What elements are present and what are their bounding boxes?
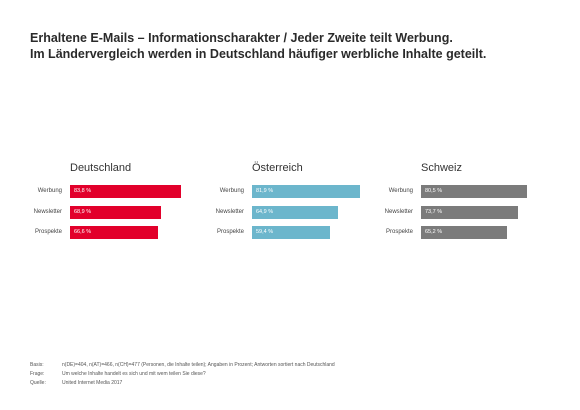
row-label-werbung: Werbung	[219, 188, 244, 194]
row-label-newsletter: Newsletter	[33, 209, 62, 215]
panel-title: Österreich	[252, 162, 303, 174]
bar-prospekte: 66,6 %	[70, 226, 158, 239]
bar-value-label: 83,8 %	[74, 188, 92, 194]
footer-frage-label: Frage:	[30, 371, 45, 377]
bar-value-label: 66,6 %	[74, 229, 92, 235]
bar-value-label: 68,9 %	[74, 209, 92, 215]
bar-prospekte: 59,4 %	[252, 226, 331, 239]
row-label-prospekte: Prospekte	[216, 229, 244, 235]
bar-prospekte: 65,2 %	[421, 226, 508, 239]
panel-title: Deutschland	[70, 162, 132, 174]
panel-deutschland: Deutschland Werbung 83,8 % Newsletter 68,9 …	[30, 160, 200, 250]
bar-werbung: 83,8 %	[70, 185, 181, 198]
footer-basis-label: Basis:	[30, 362, 44, 368]
footer-quelle-text: United Internet Media 2017	[62, 380, 123, 386]
footer-basis: Basis: n(DE)=404, n(AT)=466, n(CH)=477 (P…	[30, 362, 335, 368]
footer-basis-text: n(DE)=404, n(AT)=466, n(CH)=477 (Persone…	[62, 362, 335, 368]
bar-newsletter: 68,9 %	[70, 206, 161, 219]
bar-value-label: 80,5 %	[425, 188, 443, 194]
bar-newsletter: 64,9 %	[252, 206, 338, 219]
bar-newsletter: 73,7 %	[421, 206, 519, 219]
bar-werbung: 81,9 %	[252, 185, 361, 198]
panel-oesterreich: Österreich Werbung 81,9 % Newsletter 64,9 %…	[212, 160, 382, 250]
bar-value-label: 59,4 %	[256, 229, 274, 235]
row-label-newsletter: Newsletter	[384, 209, 413, 215]
row-label-prospekte: Prospekte	[34, 229, 62, 235]
row-label-werbung: Werbung	[388, 188, 413, 194]
footer-quelle-label: Quelle:	[30, 380, 46, 386]
bar-value-label: 81,9 %	[256, 188, 274, 194]
panel-schweiz: Schweiz Werbung 80,5 % Newsletter 73,7 % Pro…	[381, 160, 551, 250]
title-line-1: Erhaltene E-Mails – Informationscharakte…	[30, 31, 453, 45]
row-label-werbung: Werbung	[37, 188, 62, 194]
title-line-2: Im Ländervergleich werden in Deutschland…	[30, 47, 487, 61]
panel-title: Schweiz	[421, 162, 462, 174]
row-label-prospekte: Prospekte	[385, 229, 413, 235]
footer-quelle: Quelle: United Internet Media 2017	[30, 380, 122, 386]
footer-frage: Frage: Um welche Inhalte handelt es sich …	[30, 371, 206, 377]
row-label-newsletter: Newsletter	[215, 209, 244, 215]
bar-werbung: 80,5 %	[421, 185, 528, 198]
bar-value-label: 73,7 %	[425, 209, 443, 215]
bar-value-label: 65,2 %	[425, 229, 443, 235]
bar-value-label: 64,9 %	[256, 209, 274, 215]
footer-frage-text: Um welche Inhalte handelt es sich und mi…	[62, 371, 206, 377]
chart-title: Erhaltene E-Mails – Informationscharakte…	[30, 30, 486, 62]
